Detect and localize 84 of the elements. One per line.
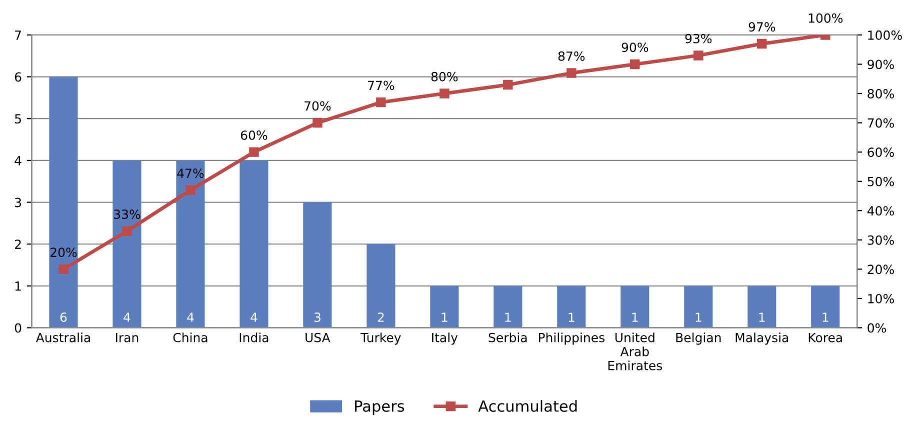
data-label: 100% <box>808 13 843 23</box>
y2-tick-label: 100% <box>868 30 902 40</box>
data-label: 1 <box>568 312 574 322</box>
y2-tick-label: 30% <box>868 235 894 245</box>
y2-tick-label: 10% <box>868 294 894 304</box>
data-label: 3 <box>314 312 320 322</box>
bar <box>240 160 268 328</box>
data-label: 77% <box>368 80 394 90</box>
y-tick-label: 2 <box>14 240 21 249</box>
data-label: 4 <box>250 312 258 322</box>
data-label: 87% <box>558 51 585 61</box>
point <box>757 38 767 49</box>
point <box>58 264 68 274</box>
x-tick-label: China <box>173 332 208 342</box>
x-tick-label: Australia <box>36 332 90 342</box>
y-tick-label: 5 <box>15 114 21 124</box>
data-label: 4 <box>124 312 130 322</box>
point <box>503 80 513 90</box>
data-label: 1 <box>632 312 638 322</box>
x-tick-label: Korea <box>808 332 842 342</box>
point <box>566 68 576 78</box>
x-tick-label: Iran <box>116 332 138 342</box>
y2-tick-label: 40% <box>867 206 894 216</box>
y2-tick-label: 60% <box>868 148 894 158</box>
y-tick-label: 6 <box>14 72 22 82</box>
legend-label: Papers <box>355 400 404 415</box>
bar <box>748 286 776 328</box>
data-label: 1 <box>696 312 702 322</box>
bar <box>494 286 522 328</box>
y2-tick-label: 70% <box>868 118 894 128</box>
bar <box>430 286 459 328</box>
data-label: 70% <box>304 101 331 111</box>
legend-label: Accumulated <box>478 400 577 412</box>
bar <box>49 76 78 328</box>
bar <box>557 286 586 328</box>
point <box>440 88 450 98</box>
point <box>376 97 386 108</box>
data-label: 20% <box>50 248 77 258</box>
data-label: 33% <box>114 210 140 219</box>
bar <box>684 286 713 328</box>
data-label: 1 <box>759 312 765 322</box>
data-label: 2 <box>378 312 384 322</box>
data-label: 47% <box>177 168 204 178</box>
point <box>122 226 132 236</box>
y2-tick-label: 90% <box>868 60 894 70</box>
x-tick-label: United Arab Emirates <box>608 332 662 370</box>
data-label: 60% <box>240 130 268 140</box>
bar <box>366 244 396 328</box>
data-label: 97% <box>748 22 776 32</box>
data-label: 1 <box>505 312 511 322</box>
data-label: 90% <box>622 42 648 52</box>
data-label: 1 <box>442 312 448 322</box>
point <box>249 147 259 157</box>
point <box>186 185 196 195</box>
bar <box>303 202 332 328</box>
x-tick-label: USA <box>306 332 330 342</box>
y2-tick-label: 20% <box>868 264 894 274</box>
y-tick-label: 1 <box>15 282 21 291</box>
data-label: 1 <box>822 312 828 322</box>
bar <box>112 160 142 328</box>
bar <box>620 286 650 328</box>
y-tick-label: 3 <box>15 198 22 208</box>
data-label: 93% <box>685 34 712 44</box>
point <box>312 118 322 128</box>
data-label: 4 <box>187 312 194 322</box>
y2-tick-label: 50% <box>868 176 894 186</box>
x-tick-label: Turkey <box>360 332 401 345</box>
x-tick-label: India <box>240 332 268 342</box>
bar <box>811 286 840 328</box>
x-tick-label: Serbia <box>488 332 527 342</box>
point <box>694 50 704 60</box>
x-tick-label: Italy <box>432 332 458 345</box>
y-tick-label: 0 <box>14 323 22 333</box>
data-label: 80% <box>431 72 458 82</box>
y2-tick-label: 0% <box>868 323 886 333</box>
y-tick-label: 7 <box>15 30 21 40</box>
y2-tick-label: 80% <box>868 88 894 98</box>
point <box>630 59 640 70</box>
x-tick-label: Belgian <box>676 332 721 345</box>
data-label: 6 <box>60 312 67 322</box>
x-tick-label: Philippines <box>538 332 604 345</box>
y-tick-label: 4 <box>14 156 22 166</box>
x-tick-label: Malaysia <box>736 332 788 345</box>
bar <box>176 160 205 328</box>
